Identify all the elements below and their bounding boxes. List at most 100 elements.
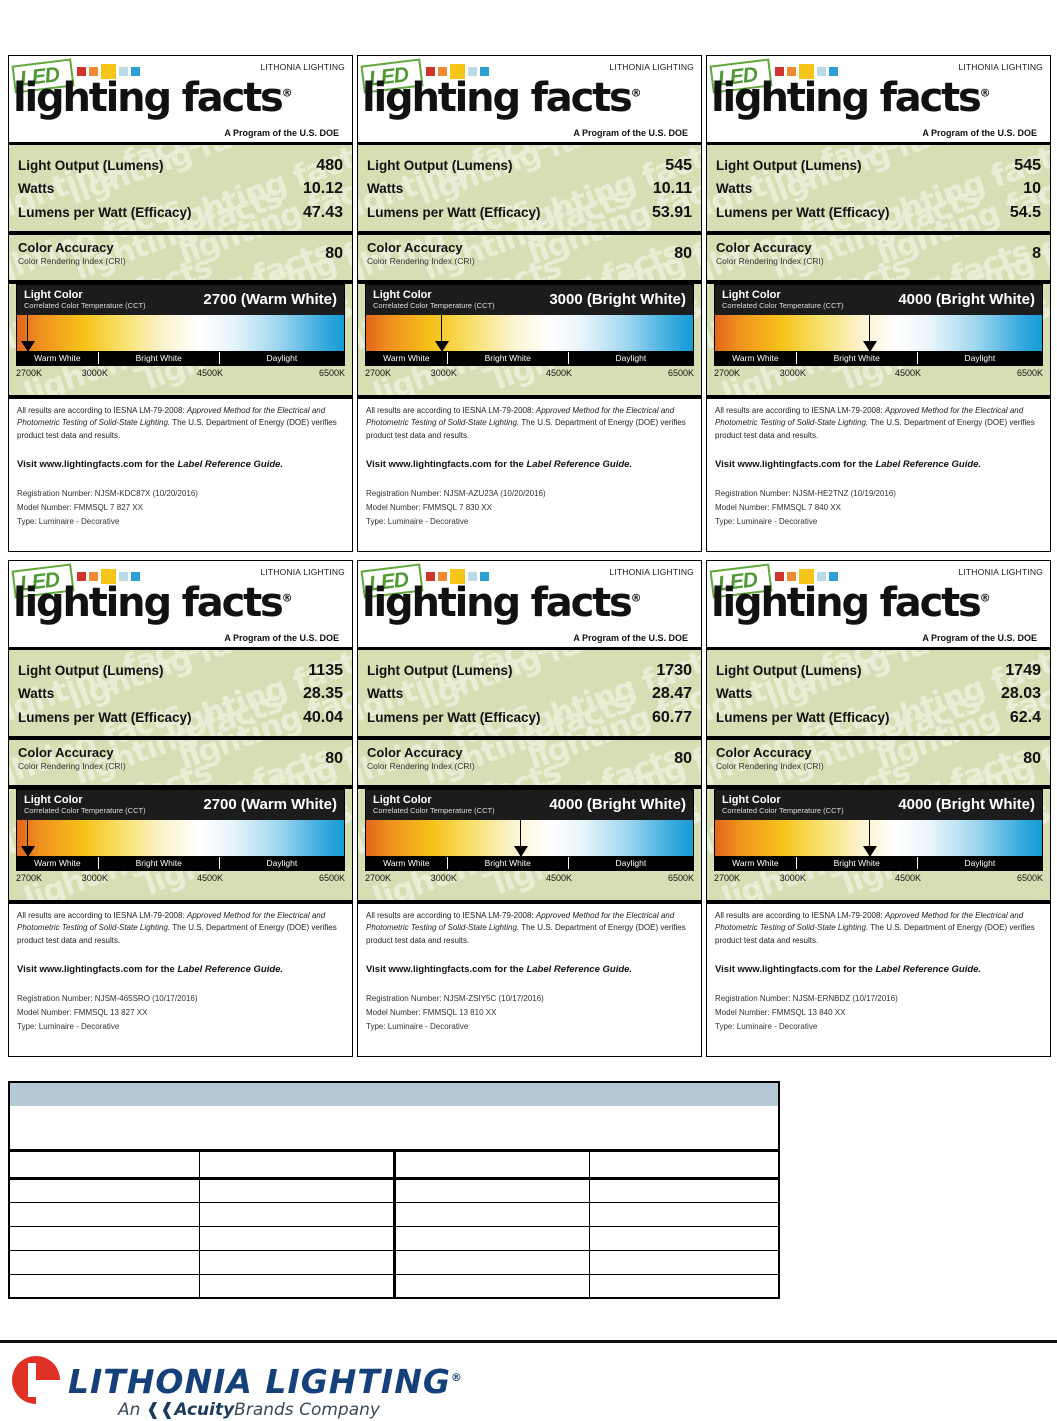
model-number: Model Number: FMMSQL 7 830 XX (366, 502, 492, 512)
cct-segment-bright-white: Bright White (99, 857, 220, 870)
label-footer: All results are according to IESNA LM-79… (9, 395, 352, 550)
luminaire-type: Type: Luminaire - Decorative (715, 1021, 818, 1031)
metric-row-light-output: Light Output (Lumens) 1749 (716, 659, 1041, 682)
registered-mark-icon: ® (979, 86, 991, 100)
table-cell (8, 1177, 200, 1203)
color-dots-icon (426, 64, 489, 79)
metric-row-light-output: Light Output (Lumens) 545 (716, 154, 1041, 177)
cct-scale: 2700K 3000K 4500K 6500K (365, 368, 694, 381)
color-dot-red (775, 67, 784, 76)
table-row (8, 1273, 780, 1299)
cct-legend: Warm White Bright White Daylight (715, 856, 1042, 871)
cct-subtitle: Correlated Color Temperature (CCT) (24, 301, 146, 311)
cct-segment-warm-white: Warm White (17, 857, 99, 870)
cri-subtitle: Color Rendering Index (CRI) (716, 256, 824, 267)
table-cell (198, 1201, 396, 1227)
cct-legend: Warm White Bright White Daylight (17, 856, 344, 871)
cct-subtitle: Correlated Color Temperature (CCT) (722, 806, 844, 816)
cct-titles: Light Color Correlated Color Temperature… (24, 794, 146, 815)
cct-tick-4500k: 4500K (894, 873, 921, 884)
metric-label: Light Output (Lumens) (716, 663, 862, 678)
spec-table-subtitle-row (8, 1106, 780, 1152)
color-dot-blue (131, 67, 140, 76)
cct-scale: 2700K 3000K 4500K 6500K (714, 368, 1043, 381)
test-method-disclaimer: All results are according to IESNA LM-79… (715, 406, 1035, 440)
cct-title: Light Color (722, 794, 781, 807)
lithonia-wordmark: LITHONIA LIGHTING® (68, 1362, 462, 1401)
metric-row-light-output: Light Output (Lumens) 480 (18, 154, 343, 177)
metric-label: Light Output (Lumens) (18, 663, 164, 678)
color-accuracy-block: Color Accuracy Color Rendering Index (CR… (358, 235, 701, 273)
lighting-facts-label: LITHONIA LIGHTING LED lighting facts® A … (357, 560, 702, 1057)
cri-divider (9, 785, 352, 790)
label-header: LITHONIA LIGHTING LED lighting facts® A … (9, 561, 352, 647)
label-header: LITHONIA LIGHTING LED lighting facts® A … (707, 56, 1050, 142)
cct-gradient-band (366, 315, 693, 353)
cct-tick-3000k: 3000K (779, 873, 806, 884)
metrics-rows: Light Output (Lumens) 1749 Watts 28.03 L… (707, 650, 1050, 729)
light-color-panel: Light Color Correlated Color Temperature… (714, 789, 1043, 872)
light-color-panel: Light Color Correlated Color Temperature… (16, 789, 345, 872)
cri-title: Color Accuracy (18, 240, 114, 256)
table-row (8, 1249, 780, 1275)
lighting-facts-wordmark: lighting facts® (711, 580, 991, 626)
label-metadata: Registration Number: NJSM-KDC87X (10/20/… (17, 487, 344, 529)
cct-gradient-band (17, 820, 344, 858)
luminaire-type: Type: Luminaire - Decorative (17, 1021, 120, 1031)
spec-table-subtitle (8, 1106, 780, 1152)
cri-value: 80 (674, 749, 692, 767)
lighting-facts-label: LITHONIA LIGHTING LED lighting facts® A … (8, 55, 353, 552)
lighting-facts-label-grid: LITHONIA LIGHTING LED lighting facts® A … (8, 55, 1051, 1057)
metric-row-watts: Watts 10 (716, 177, 1041, 200)
cct-tick-3000k: 3000K (430, 368, 457, 379)
test-method-disclaimer: All results are according to IESNA LM-79… (17, 911, 337, 945)
label-metrics-body: lighting facts lighting facts lighting fac… (9, 647, 352, 900)
cct-segment-bright-white: Bright White (99, 352, 220, 365)
cct-title: Light Color (373, 794, 432, 807)
color-dot-blue (480, 67, 489, 76)
tagline-prefix: An (118, 1400, 141, 1420)
cct-tick-4500k: 4500K (545, 368, 572, 379)
cri-value: 80 (674, 244, 692, 262)
metric-label: Watts (18, 686, 55, 702)
metric-value-watts: 28.47 (651, 685, 692, 703)
lithonia-wordmark-text: LITHONIA LIGHTING (68, 1362, 451, 1401)
cct-segment-daylight: Daylight (615, 858, 647, 869)
cct-indicator-arrow-icon (513, 820, 528, 858)
label-header: LITHONIA LIGHTING LED lighting facts® A … (707, 561, 1050, 647)
lighting-facts-label: LITHONIA LIGHTING LED lighting facts® A … (706, 55, 1051, 552)
cri-labels: Color Accuracy Color Rendering Index (CR… (716, 745, 824, 771)
table-cell (393, 1225, 590, 1251)
visit-line: Visit www.lightingfacts.com for the Labe… (715, 459, 982, 471)
color-dot-lightblue (817, 67, 826, 76)
light-color-panel: Light Color Correlated Color Temperature… (16, 284, 345, 367)
cri-title: Color Accuracy (18, 745, 114, 761)
registered-mark-icon: ® (630, 86, 642, 100)
metric-row-efficacy: Lumens per Watt (Efficacy) 62.4 (716, 706, 1041, 729)
metric-row-efficacy: Lumens per Watt (Efficacy) 54.5 (716, 201, 1041, 224)
spec-table-header-row (8, 1149, 780, 1180)
color-dot-red (426, 67, 435, 76)
metric-value-light-output: 545 (665, 157, 692, 174)
cri-subtitle: Color Rendering Index (CRI) (367, 256, 475, 267)
cct-subtitle: Correlated Color Temperature (CCT) (373, 301, 495, 311)
metric-row-efficacy: Lumens per Watt (Efficacy) 47.43 (18, 201, 343, 224)
cct-tick-6500k: 6500K (318, 873, 345, 884)
label-metadata: Registration Number: NJSM-465SRO (10/17/… (17, 992, 344, 1034)
cct-tick-2700k: 2700K (714, 368, 741, 379)
metric-row-light-output: Light Output (Lumens) 1730 (367, 659, 692, 682)
spec-table-title-row (8, 1081, 780, 1106)
metrics-divider (9, 231, 352, 236)
cct-value: 4000 (Bright White) (898, 796, 1035, 814)
cri-divider (707, 280, 1050, 285)
cct-segment-warm-white: Warm White (17, 352, 99, 365)
color-accuracy-block: Color Accuracy Color Rendering Index (CR… (9, 235, 352, 273)
cct-tick-6500k: 6500K (1016, 368, 1043, 379)
cct-tick-4500k: 4500K (894, 368, 921, 379)
visit-line: Visit www.lightingfacts.com for the Labe… (715, 964, 982, 976)
cri-divider (358, 280, 701, 285)
cri-value: 8 (1032, 244, 1041, 262)
cct-tick-2700k: 2700K (365, 368, 392, 379)
metric-row-watts: Watts 10.12 (18, 177, 343, 200)
model-number: Model Number: FMMSQL 7 827 XX (17, 502, 143, 512)
